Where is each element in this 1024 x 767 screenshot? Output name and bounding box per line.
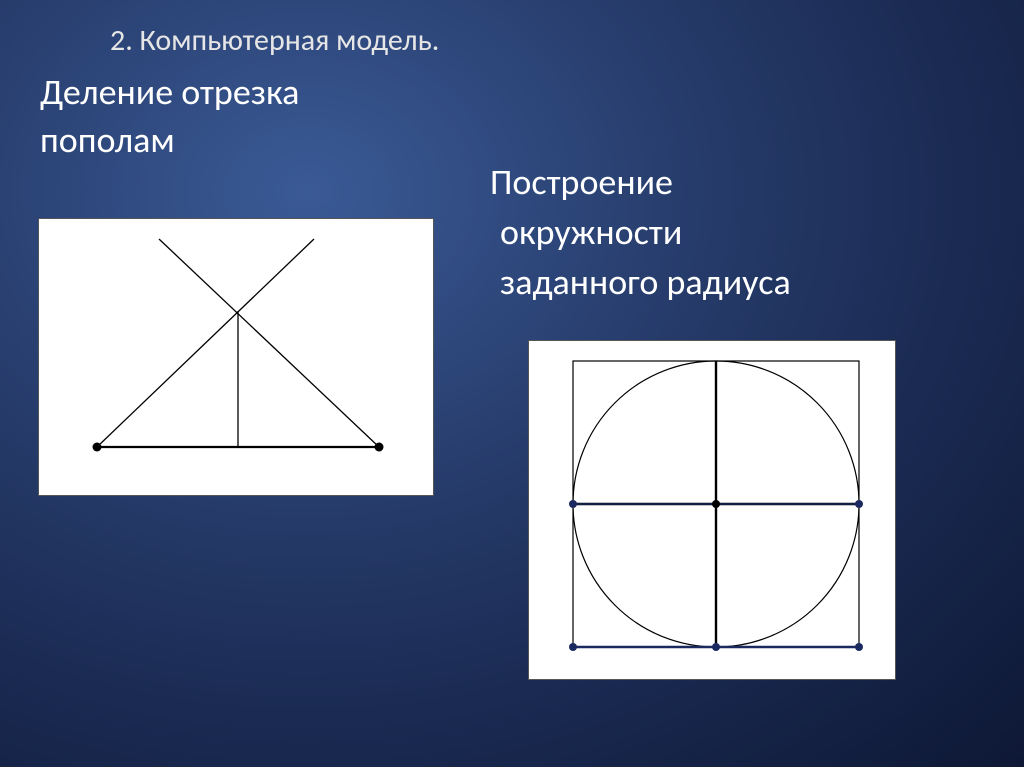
cross-line-1: [97, 239, 314, 447]
right-diagram-svg: [529, 341, 897, 681]
right-subtitle-line3: заданного радиуса: [500, 260, 791, 304]
point-right-mid: [855, 500, 863, 508]
left-subtitle-line1: Деление отрезка: [40, 70, 299, 114]
left-diagram-svg: [39, 219, 435, 497]
point-bottom-left: [569, 643, 577, 651]
endpoint-b: [375, 443, 384, 452]
point-center: [712, 500, 720, 508]
point-left-mid: [569, 500, 577, 508]
left-subtitle-line2: пополам: [40, 118, 175, 162]
right-subtitle-line1: Построение: [490, 160, 673, 204]
right-subtitle-line2: окружности: [500, 210, 682, 254]
endpoint-a: [93, 443, 102, 452]
point-bottom-right: [855, 643, 863, 651]
cross-line-2: [159, 239, 379, 447]
right-figure: [528, 340, 896, 680]
left-figure: [38, 218, 434, 496]
point-bottom-mid: [712, 643, 720, 651]
slide-title: 2. Компьютерная модель.: [110, 22, 439, 59]
